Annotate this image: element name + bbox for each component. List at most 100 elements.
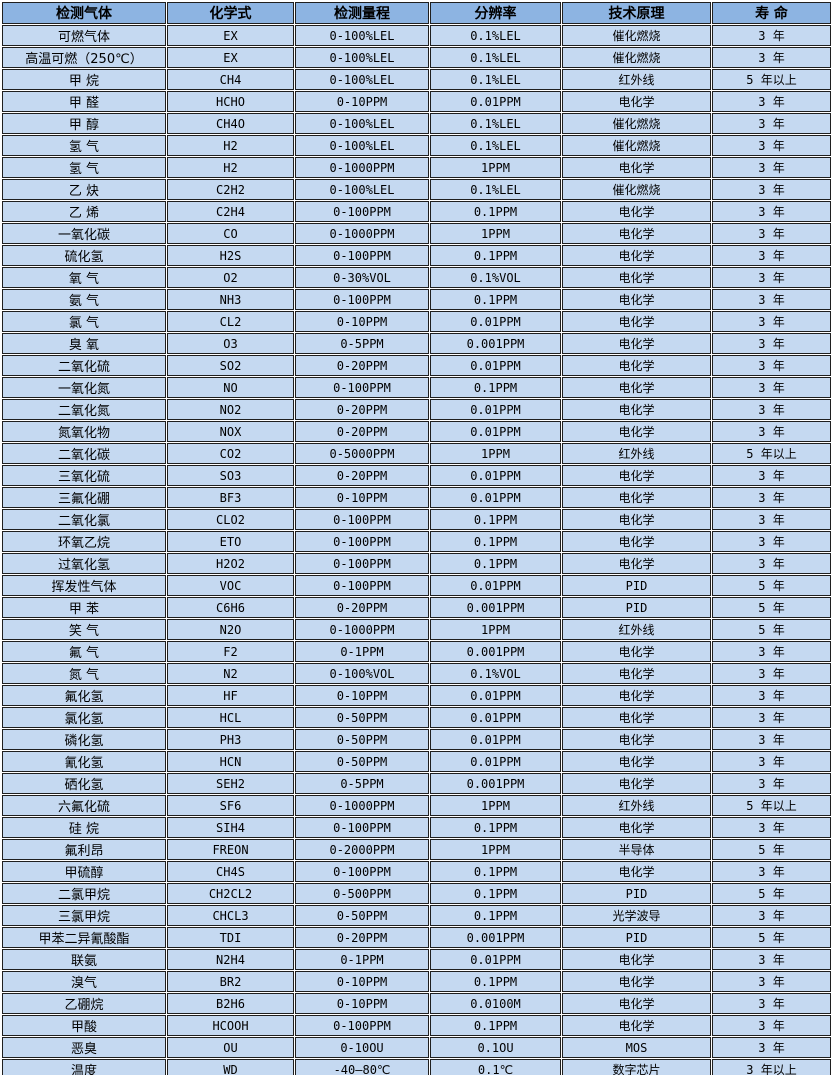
cell-gas-name: 氢 气 (2, 135, 166, 156)
cell-formula: OU (167, 1037, 294, 1058)
table-row: 硅 烷 SIH4 0-100PPM 0.1PPM 电化学 3 年 (2, 817, 831, 838)
cell-principle: 半导体 (562, 839, 711, 860)
cell-resolution: 1PPM (430, 157, 561, 178)
cell-resolution: 0.1PPM (430, 245, 561, 266)
cell-resolution: 0.1PPM (430, 289, 561, 310)
table-header-row: 检测气体 化学式 检测量程 分辨率 技术原理寿 命 (2, 2, 831, 24)
cell-principle: 电化学 (562, 333, 711, 354)
cell-resolution: 0.01PPM (430, 729, 561, 750)
cell-gas-name: 氟化氢 (2, 685, 166, 706)
cell-gas-name: 一氧化碳 (2, 223, 166, 244)
cell-resolution: 0.1PPM (430, 377, 561, 398)
table-row: 乙硼烷 B2H6 0-10PPM 0.0100M 电化学 3 年 (2, 993, 831, 1014)
cell-lifespan: 3 年 (712, 289, 831, 310)
cell-principle: 电化学 (562, 289, 711, 310)
cell-range: 0-100PPM (295, 1015, 429, 1036)
cell-principle: 电化学 (562, 91, 711, 112)
cell-range: 0-100%LEL (295, 69, 429, 90)
cell-range: 0-10PPM (295, 993, 429, 1014)
cell-resolution: 0.001PPM (430, 773, 561, 794)
cell-formula: NH3 (167, 289, 294, 310)
cell-resolution: 0.1%LEL (430, 113, 561, 134)
table-row: 恶臭 OU 0-10OU 0.1OU MOS 3 年 (2, 1037, 831, 1058)
cell-resolution: 0.1PPM (430, 201, 561, 222)
cell-gas-name: 甲 醇 (2, 113, 166, 134)
cell-gas-name: 氮 气 (2, 663, 166, 684)
table-row: 高温可燃（250℃） EX 0-100%LEL 0.1%LEL 催化燃烧 3 年 (2, 47, 831, 68)
table-row: 甲 醛 HCHO 0-10PPM 0.01PPM 电化学 3 年 (2, 91, 831, 112)
cell-lifespan: 3 年 (712, 531, 831, 552)
cell-range: 0-10PPM (295, 971, 429, 992)
cell-gas-name: 溴气 (2, 971, 166, 992)
cell-gas-name: 一氧化氮 (2, 377, 166, 398)
cell-resolution: 0.01PPM (430, 487, 561, 508)
cell-principle: 催化燃烧 (562, 47, 711, 68)
cell-formula: PH3 (167, 729, 294, 750)
cell-gas-name: 氯化氢 (2, 707, 166, 728)
cell-formula: CH4S (167, 861, 294, 882)
cell-gas-name: 硅 烷 (2, 817, 166, 838)
cell-resolution: 0.001PPM (430, 927, 561, 948)
table-row: 甲苯二异氰酸酯 TDI 0-20PPM 0.001PPM PID 5 年 (2, 927, 831, 948)
table-row: 二氧化氮 NO2 0-20PPM 0.01PPM 电化学 3 年 (2, 399, 831, 420)
cell-formula: EX (167, 47, 294, 68)
cell-resolution: 0.01PPM (430, 91, 561, 112)
cell-lifespan: 3 年 (712, 377, 831, 398)
cell-range: 0-30%VOL (295, 267, 429, 288)
cell-range: 0-100PPM (295, 201, 429, 222)
cell-principle: 红外线 (562, 443, 711, 464)
cell-principle: 电化学 (562, 201, 711, 222)
cell-principle: 电化学 (562, 817, 711, 838)
cell-formula: NOX (167, 421, 294, 442)
table-row: 过氧化氢 H2O2 0-100PPM 0.1PPM 电化学 3 年 (2, 553, 831, 574)
cell-resolution: 0.01PPM (430, 685, 561, 706)
cell-gas-name: 三氧化硫 (2, 465, 166, 486)
cell-gas-name: 臭 氧 (2, 333, 166, 354)
table-row: 三氟化硼 BF3 0-10PPM 0.01PPM 电化学 3 年 (2, 487, 831, 508)
cell-range: 0-20PPM (295, 399, 429, 420)
cell-formula: VOC (167, 575, 294, 596)
table-row: 甲硫醇 CH4S 0-100PPM 0.1PPM 电化学 3 年 (2, 861, 831, 882)
cell-range: 0-20PPM (295, 927, 429, 948)
cell-lifespan: 3 年 (712, 553, 831, 574)
cell-lifespan: 3 年 (712, 861, 831, 882)
cell-formula: CLO2 (167, 509, 294, 530)
cell-lifespan: 3 年 (712, 223, 831, 244)
cell-resolution: 0.1PPM (430, 971, 561, 992)
table-row: 硫化氢 H2S 0-100PPM 0.1PPM 电化学 3 年 (2, 245, 831, 266)
cell-resolution: 1PPM (430, 619, 561, 640)
cell-lifespan: 3 年 (712, 47, 831, 68)
cell-principle: 电化学 (562, 641, 711, 662)
cell-resolution: 0.1PPM (430, 1015, 561, 1036)
cell-range: 0-100%VOL (295, 663, 429, 684)
cell-resolution: 1PPM (430, 839, 561, 860)
cell-principle: 电化学 (562, 223, 711, 244)
cell-resolution: 1PPM (430, 223, 561, 244)
table-row: 挥发性气体 VOC 0-100PPM 0.01PPM PID 5 年 (2, 575, 831, 596)
table-row: 联氨 N2H4 0-1PPM 0.01PPM 电化学 3 年 (2, 949, 831, 970)
cell-principle: 催化燃烧 (562, 25, 711, 46)
cell-resolution: 0.01PPM (430, 355, 561, 376)
cell-principle: 电化学 (562, 861, 711, 882)
cell-principle: 电化学 (562, 685, 711, 706)
cell-lifespan: 5 年以上 (712, 443, 831, 464)
cell-formula: N2 (167, 663, 294, 684)
table-row: 二氧化氯 CLO2 0-100PPM 0.1PPM 电化学 3 年 (2, 509, 831, 530)
table-row: 温度 WD -40—80℃ 0.1℃ 数字芯片 3 年以上 (2, 1059, 831, 1075)
cell-range: 0-1PPM (295, 641, 429, 662)
cell-resolution: 0.0100M (430, 993, 561, 1014)
cell-resolution: 0.1OU (430, 1037, 561, 1058)
cell-formula: BF3 (167, 487, 294, 508)
table-row: 环氧乙烷 ETO 0-100PPM 0.1PPM 电化学 3 年 (2, 531, 831, 552)
cell-range: 0-100PPM (295, 377, 429, 398)
cell-range: -40—80℃ (295, 1059, 429, 1075)
table-row: 氧 气 O2 0-30%VOL 0.1%VOL 电化学 3 年 (2, 267, 831, 288)
cell-principle: PID (562, 883, 711, 904)
cell-formula: SF6 (167, 795, 294, 816)
cell-range: 0-100PPM (295, 817, 429, 838)
cell-lifespan: 5 年以上 (712, 69, 831, 90)
cell-lifespan: 3 年 (712, 773, 831, 794)
cell-gas-name: 二氧化硫 (2, 355, 166, 376)
table-row: 硒化氢 SEH2 0-5PPM 0.001PPM 电化学 3 年 (2, 773, 831, 794)
table-row: 可燃气体 EX 0-100%LEL 0.1%LEL 催化燃烧 3 年 (2, 25, 831, 46)
